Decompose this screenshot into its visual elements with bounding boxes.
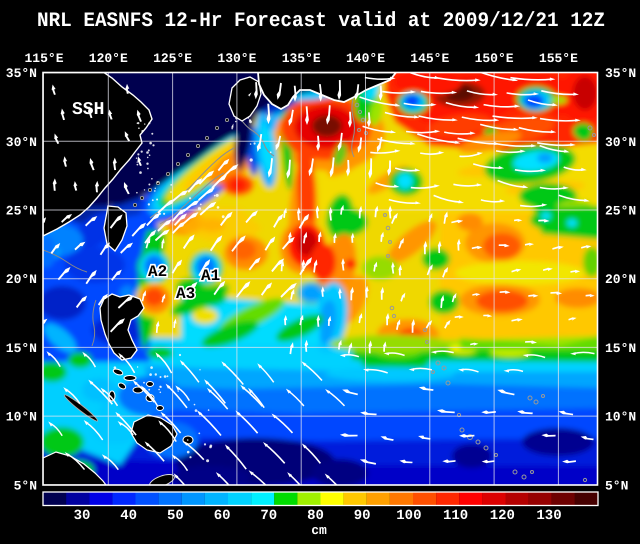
svg-text:A1: A1 <box>201 267 220 285</box>
svg-text:15°N: 15°N <box>6 341 37 356</box>
svg-text:145°E: 145°E <box>410 51 449 66</box>
svg-text:50: 50 <box>167 508 184 524</box>
svg-text:35°N: 35°N <box>605 66 636 81</box>
svg-text:100: 100 <box>396 508 421 524</box>
svg-text:25°N: 25°N <box>6 204 37 219</box>
svg-text:SSH: SSH <box>72 100 104 120</box>
svg-text:120°E: 120°E <box>89 51 128 66</box>
svg-text:30°N: 30°N <box>605 135 636 150</box>
svg-text:NRL EASNFS 12-Hr Forecast val: NRL EASNFS 12-Hr Forecast valid at 2009/… <box>37 10 605 33</box>
svg-text:125°E: 125°E <box>153 51 192 66</box>
svg-text:20°N: 20°N <box>605 272 636 287</box>
svg-text:25°N: 25°N <box>605 204 636 219</box>
svg-text:135°E: 135°E <box>282 51 321 66</box>
svg-text:30: 30 <box>74 508 91 524</box>
svg-text:130°E: 130°E <box>217 51 256 66</box>
svg-text:5°N: 5°N <box>605 479 628 494</box>
svg-text:80: 80 <box>307 508 324 524</box>
svg-text:115°E: 115°E <box>24 51 63 66</box>
svg-text:10°N: 10°N <box>6 410 37 425</box>
svg-text:130: 130 <box>536 508 561 524</box>
svg-text:20°N: 20°N <box>6 272 37 287</box>
svg-text:60: 60 <box>214 508 231 524</box>
svg-text:120: 120 <box>490 508 515 524</box>
svg-text:5°N: 5°N <box>14 479 37 494</box>
svg-text:15°N: 15°N <box>605 341 636 356</box>
svg-text:35°N: 35°N <box>6 66 37 81</box>
svg-text:A3: A3 <box>176 285 195 303</box>
svg-text:A2: A2 <box>148 263 167 281</box>
svg-text:150°E: 150°E <box>475 51 514 66</box>
svg-text:30°N: 30°N <box>6 135 37 150</box>
svg-text:cm: cm <box>311 523 327 538</box>
svg-text:110: 110 <box>443 508 468 524</box>
svg-text:A1: A1 <box>201 267 220 285</box>
svg-text:A3: A3 <box>176 285 195 303</box>
svg-text:155°E: 155°E <box>539 51 578 66</box>
svg-text:90: 90 <box>354 508 371 524</box>
svg-text:140°E: 140°E <box>346 51 385 66</box>
svg-text:40: 40 <box>120 508 137 524</box>
svg-text:70: 70 <box>260 508 277 524</box>
svg-text:A2: A2 <box>148 263 167 281</box>
svg-text:10°N: 10°N <box>605 410 636 425</box>
